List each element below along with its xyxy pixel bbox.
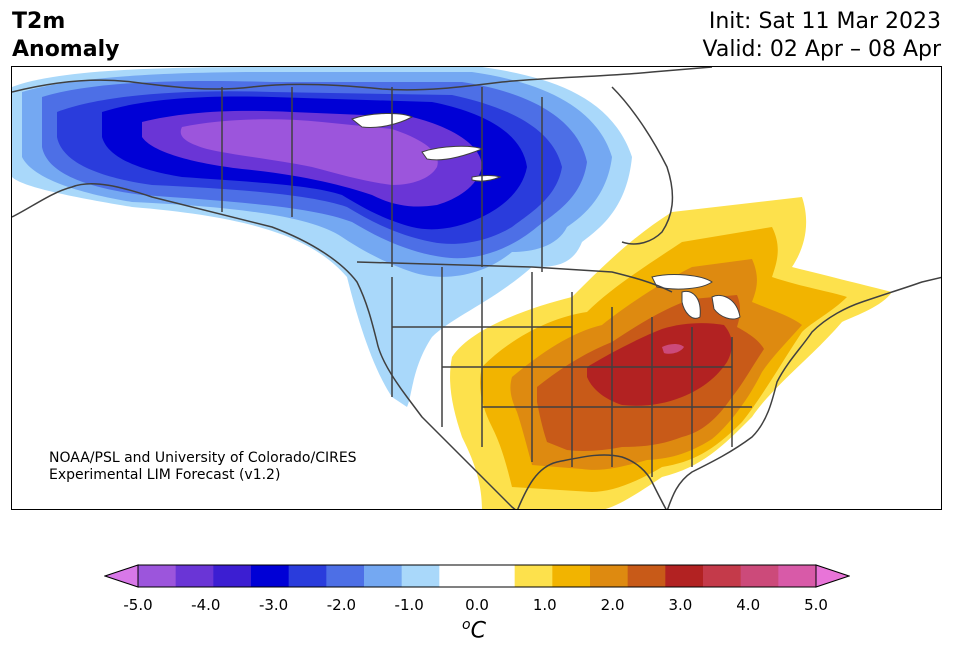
anomaly-fill-hot <box>587 323 732 406</box>
colorbar-cell <box>740 565 779 587</box>
great-lakes <box>711 294 741 320</box>
colorbar-cell <box>175 565 214 587</box>
colorbar-tick-label: -4.0 <box>191 596 221 614</box>
colorbar-cell <box>477 565 516 587</box>
colorbar-cell <box>590 565 629 587</box>
colorbar-tick-label: 4.0 <box>736 596 761 614</box>
colorbar-cell <box>703 565 742 587</box>
unit-label: oC <box>462 617 486 643</box>
colorbar-cell <box>288 565 327 587</box>
title-block: T2m Anomaly <box>12 8 119 64</box>
colorbar-cell <box>778 565 817 587</box>
date-block: Init: Sat 11 Mar 2023 Valid: 02 Apr – 08… <box>703 8 942 64</box>
coastline-west <box>12 182 516 509</box>
colorbar-cell <box>665 565 704 587</box>
credit-line-1: NOAA/PSL and University of Colorado/CIRE… <box>49 450 357 466</box>
coastline-east <box>666 276 941 509</box>
colorbar-extend-right <box>815 564 850 588</box>
great-lakes <box>681 290 701 319</box>
colorbar-tick-label: -2.0 <box>326 596 357 614</box>
colorbar-tick-label: 1.0 <box>532 596 557 614</box>
map-canvas <box>12 67 941 509</box>
canada-us-border <box>356 261 673 293</box>
colorbar-tick-label: 0.0 <box>465 596 489 614</box>
coastline-arctic <box>12 67 713 93</box>
colorbar-cell <box>439 565 478 587</box>
hudson-bay <box>611 86 674 245</box>
colorbar-ticks: -5.0 -4.0 -3.0 -2.0 -1.0 0.0 1.0 2.0 3.0 4.0 5.0 <box>0 596 953 616</box>
colorbar-cells <box>138 565 817 587</box>
credit-line-2: Experimental LIM Forecast (v1.2) <box>49 467 281 483</box>
great-lakes <box>651 274 713 290</box>
state-borders <box>391 267 752 477</box>
title-type: Anomaly <box>12 37 120 62</box>
colorbar-tick-label: 5.0 <box>804 596 828 614</box>
colorbar <box>104 564 850 588</box>
provincial-borders <box>221 87 543 272</box>
coastline-borders <box>12 67 941 509</box>
colorbar-cell <box>401 565 440 587</box>
unit-degree: o <box>462 617 471 633</box>
colorbar-outline <box>137 564 817 588</box>
colorbar-cell <box>552 565 591 587</box>
colorbar-cell <box>213 565 252 587</box>
colorbar-cell <box>326 565 365 587</box>
colorbar-cell <box>514 565 553 587</box>
colorbar-cell <box>364 565 403 587</box>
colorbar-cell <box>251 565 290 587</box>
lake-shape <box>350 113 414 128</box>
colorbar-tick-label: -5.0 <box>123 596 153 614</box>
anomaly-fill-hottest <box>662 344 684 354</box>
init-date: Init: Sat 11 Mar 2023 <box>708 9 941 34</box>
valid-range: Valid: 02 Apr – 08 Apr <box>702 37 942 62</box>
colorbar-tick-label: -1.0 <box>394 596 424 614</box>
colorbar-cell <box>138 565 177 587</box>
colorbar-cell <box>627 565 666 587</box>
colorbar-tick-label: -3.0 <box>258 596 289 614</box>
colorbar-tick-label: 2.0 <box>600 596 625 614</box>
credit-text: NOAA/PSL and University of Colorado/CIRE… <box>49 450 357 484</box>
title-variable: T2m <box>12 9 66 34</box>
unit-letter: C <box>470 618 486 644</box>
anomaly-fill-cold-5 <box>180 119 438 185</box>
colorbar-tick-label: 3.0 <box>668 596 693 614</box>
coastline-gulf <box>517 454 667 509</box>
anomaly-map <box>11 66 942 510</box>
colorbar-extend-left <box>104 564 139 588</box>
